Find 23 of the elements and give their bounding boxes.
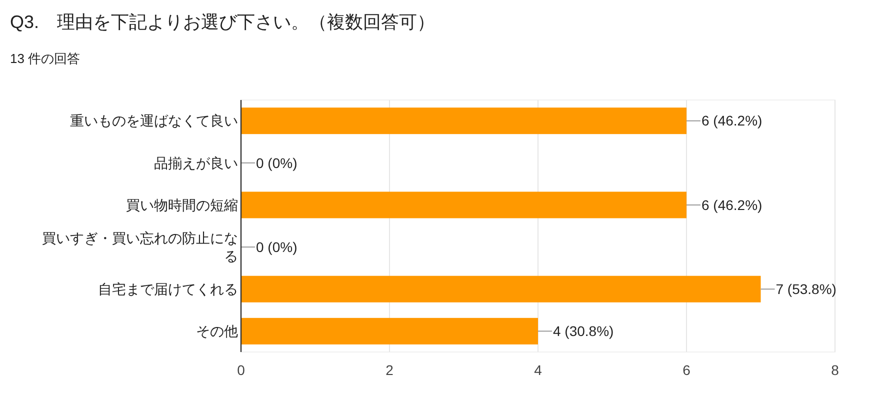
- y-tick-label: 買い物時間の短縮: [126, 196, 238, 213]
- y-tick-label: 品揃えが良い: [154, 154, 238, 171]
- data-label: 6 (46.2%): [702, 112, 762, 129]
- x-tick-label: 8: [831, 362, 840, 378]
- text: 13 件の回答: [10, 51, 80, 66]
- data-label: 7 (53.8%): [776, 281, 836, 298]
- data-label: 6 (46.2%): [702, 196, 762, 213]
- data-label: 0 (0%): [256, 238, 298, 255]
- y-tick-label: 自宅まで届けてくれる: [98, 281, 238, 298]
- y-tick-label: その他: [196, 323, 238, 340]
- data-label: 4 (30.8%): [553, 323, 614, 340]
- x-tick-label: 6: [682, 362, 691, 378]
- y-tick-label: 重いものを運ばなくて良い: [70, 112, 238, 129]
- data-label: 0 (0%): [256, 154, 298, 171]
- bar: [241, 318, 538, 344]
- bar: [241, 108, 686, 134]
- bar: [241, 192, 686, 218]
- x-tick-label: 4: [534, 362, 542, 378]
- x-tick-label: 2: [386, 362, 394, 378]
- bar: [241, 276, 761, 302]
- y-tick-label: 買いすぎ・買い忘れの防止になる: [42, 230, 238, 264]
- x-tick-label: 0: [237, 362, 246, 378]
- chart-title: Q3. 理由を下記よりお選び下さい。（複数回答可）: [10, 12, 436, 32]
